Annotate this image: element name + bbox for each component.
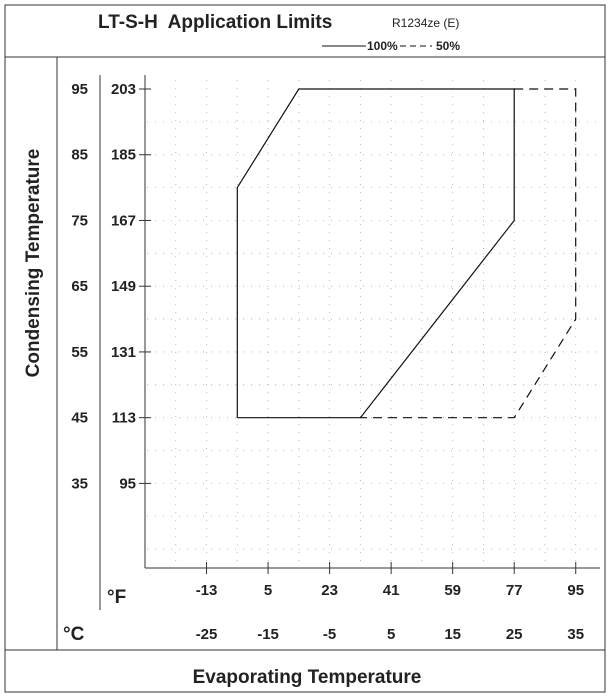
series-group: [236, 88, 577, 419]
y-tick-label-f: 167: [111, 212, 136, 229]
y-tick-label-c: 75: [71, 212, 88, 229]
legend-label-50: 50%: [436, 39, 460, 53]
series-50-outline: [360, 88, 577, 419]
legend: 100% 50%: [322, 39, 460, 53]
y-tick-label-f: 185: [111, 147, 136, 164]
x-tick-label-c: 5: [387, 626, 395, 643]
x-tick-label-c: 35: [567, 626, 584, 643]
x-axis-label: Evaporating Temperature: [193, 667, 422, 688]
x-tick-label-f: 77: [506, 582, 523, 599]
y-tick-label-f: 113: [112, 410, 136, 427]
y-tick-label-f: 95: [119, 475, 136, 492]
y-tick-label-f: 149: [111, 278, 136, 295]
chart-title: LT-S-H Application Limits: [98, 12, 332, 33]
y-tick-label-c: 55: [71, 344, 88, 361]
x-tick-label-f: -13: [196, 582, 218, 599]
outer-frame: [4, 4, 606, 693]
y-tick-label-f: 203: [111, 81, 136, 98]
y-tick-label-c: 65: [71, 278, 88, 295]
x-tick-label-c: 25: [506, 626, 523, 643]
tick-labels: -13 -25 5 -15 23 -5 41 5 59 15 77 25 95 35 35 95 45 113 55…: [71, 81, 584, 643]
y-tick-label-f: 131: [111, 344, 136, 361]
x-unit-fahrenheit: °F: [107, 587, 126, 608]
x-unit-celsius: °C: [63, 624, 85, 645]
x-tick-label-c: 15: [444, 626, 461, 643]
legend-label-100: 100%: [367, 39, 398, 53]
ticks: [139, 88, 577, 574]
y-axis-label: Condensing Temperature: [23, 149, 44, 378]
y-tick-label-c: 95: [71, 81, 88, 98]
x-tick-label-f: 95: [567, 582, 584, 599]
x-tick-label-c: -25: [196, 626, 218, 643]
grid: [147, 80, 600, 566]
x-tick-label-f: 59: [444, 582, 461, 599]
x-tick-label-c: -15: [257, 626, 279, 643]
y-tick-label-c: 35: [71, 475, 88, 492]
y-tick-label-c: 85: [71, 147, 88, 164]
x-tick-label-c: -5: [323, 626, 336, 643]
x-tick-label-f: 23: [321, 582, 338, 599]
x-tick-label-f: 41: [383, 582, 400, 599]
refrigerant-label: R1234ze (E): [392, 16, 459, 30]
x-tick-label-f: 5: [264, 582, 272, 599]
series-100-outline: [236, 88, 515, 419]
y-tick-label-c: 45: [71, 410, 88, 427]
